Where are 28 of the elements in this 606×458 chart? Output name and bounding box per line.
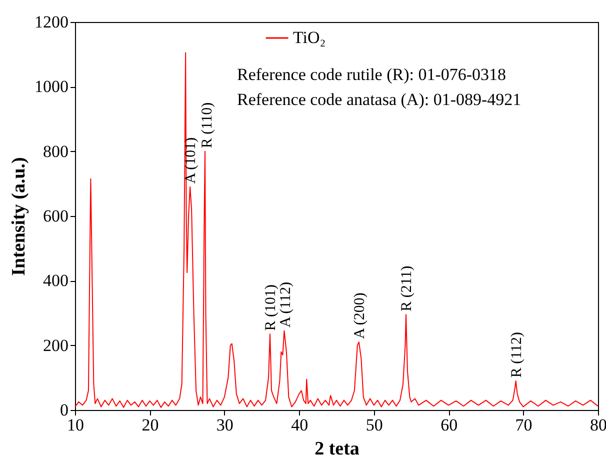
y-tick-label: 800 — [43, 142, 68, 161]
annotation: R (112) — [508, 332, 525, 378]
x-tick-label: 80 — [590, 416, 606, 434]
line-series — [74, 52, 598, 408]
x-tick-label: 40 — [291, 416, 308, 434]
y-tick-label: 600 — [43, 206, 68, 226]
legend-label: TiO₂ — [293, 28, 326, 47]
annotation: A (101) — [183, 137, 200, 184]
y-tick-label: 200 — [43, 336, 68, 355]
annotation: Reference code rutile (R): 01-076-0318 — [237, 65, 506, 84]
y-axis-title: Intensity (a.u.) — [8, 157, 30, 276]
annotation: R (110) — [199, 102, 216, 148]
x-tick-label: 10 — [67, 416, 84, 434]
y-tick-label: 400 — [43, 271, 68, 290]
y-tick-label: 1200 — [34, 12, 68, 32]
x-tick-label: 30 — [216, 416, 234, 434]
annotation: Reference code anatasa (A): 01-089-4921 — [237, 90, 522, 109]
x-tick-label: 70 — [515, 416, 532, 434]
annotation: A (112) — [278, 282, 294, 328]
y-tick-label: 1000 — [34, 77, 68, 96]
x-tick-label: 50 — [366, 416, 383, 434]
annotation: A (200) — [352, 292, 368, 339]
annotation: R (211) — [398, 266, 415, 312]
x-axis-title: 2 teta — [314, 438, 360, 458]
x-tick-label: 60 — [440, 416, 458, 434]
y-tick-label: 0 — [60, 400, 68, 420]
annotation: R (101) — [263, 284, 280, 331]
x-tick-label: 20 — [142, 416, 159, 434]
